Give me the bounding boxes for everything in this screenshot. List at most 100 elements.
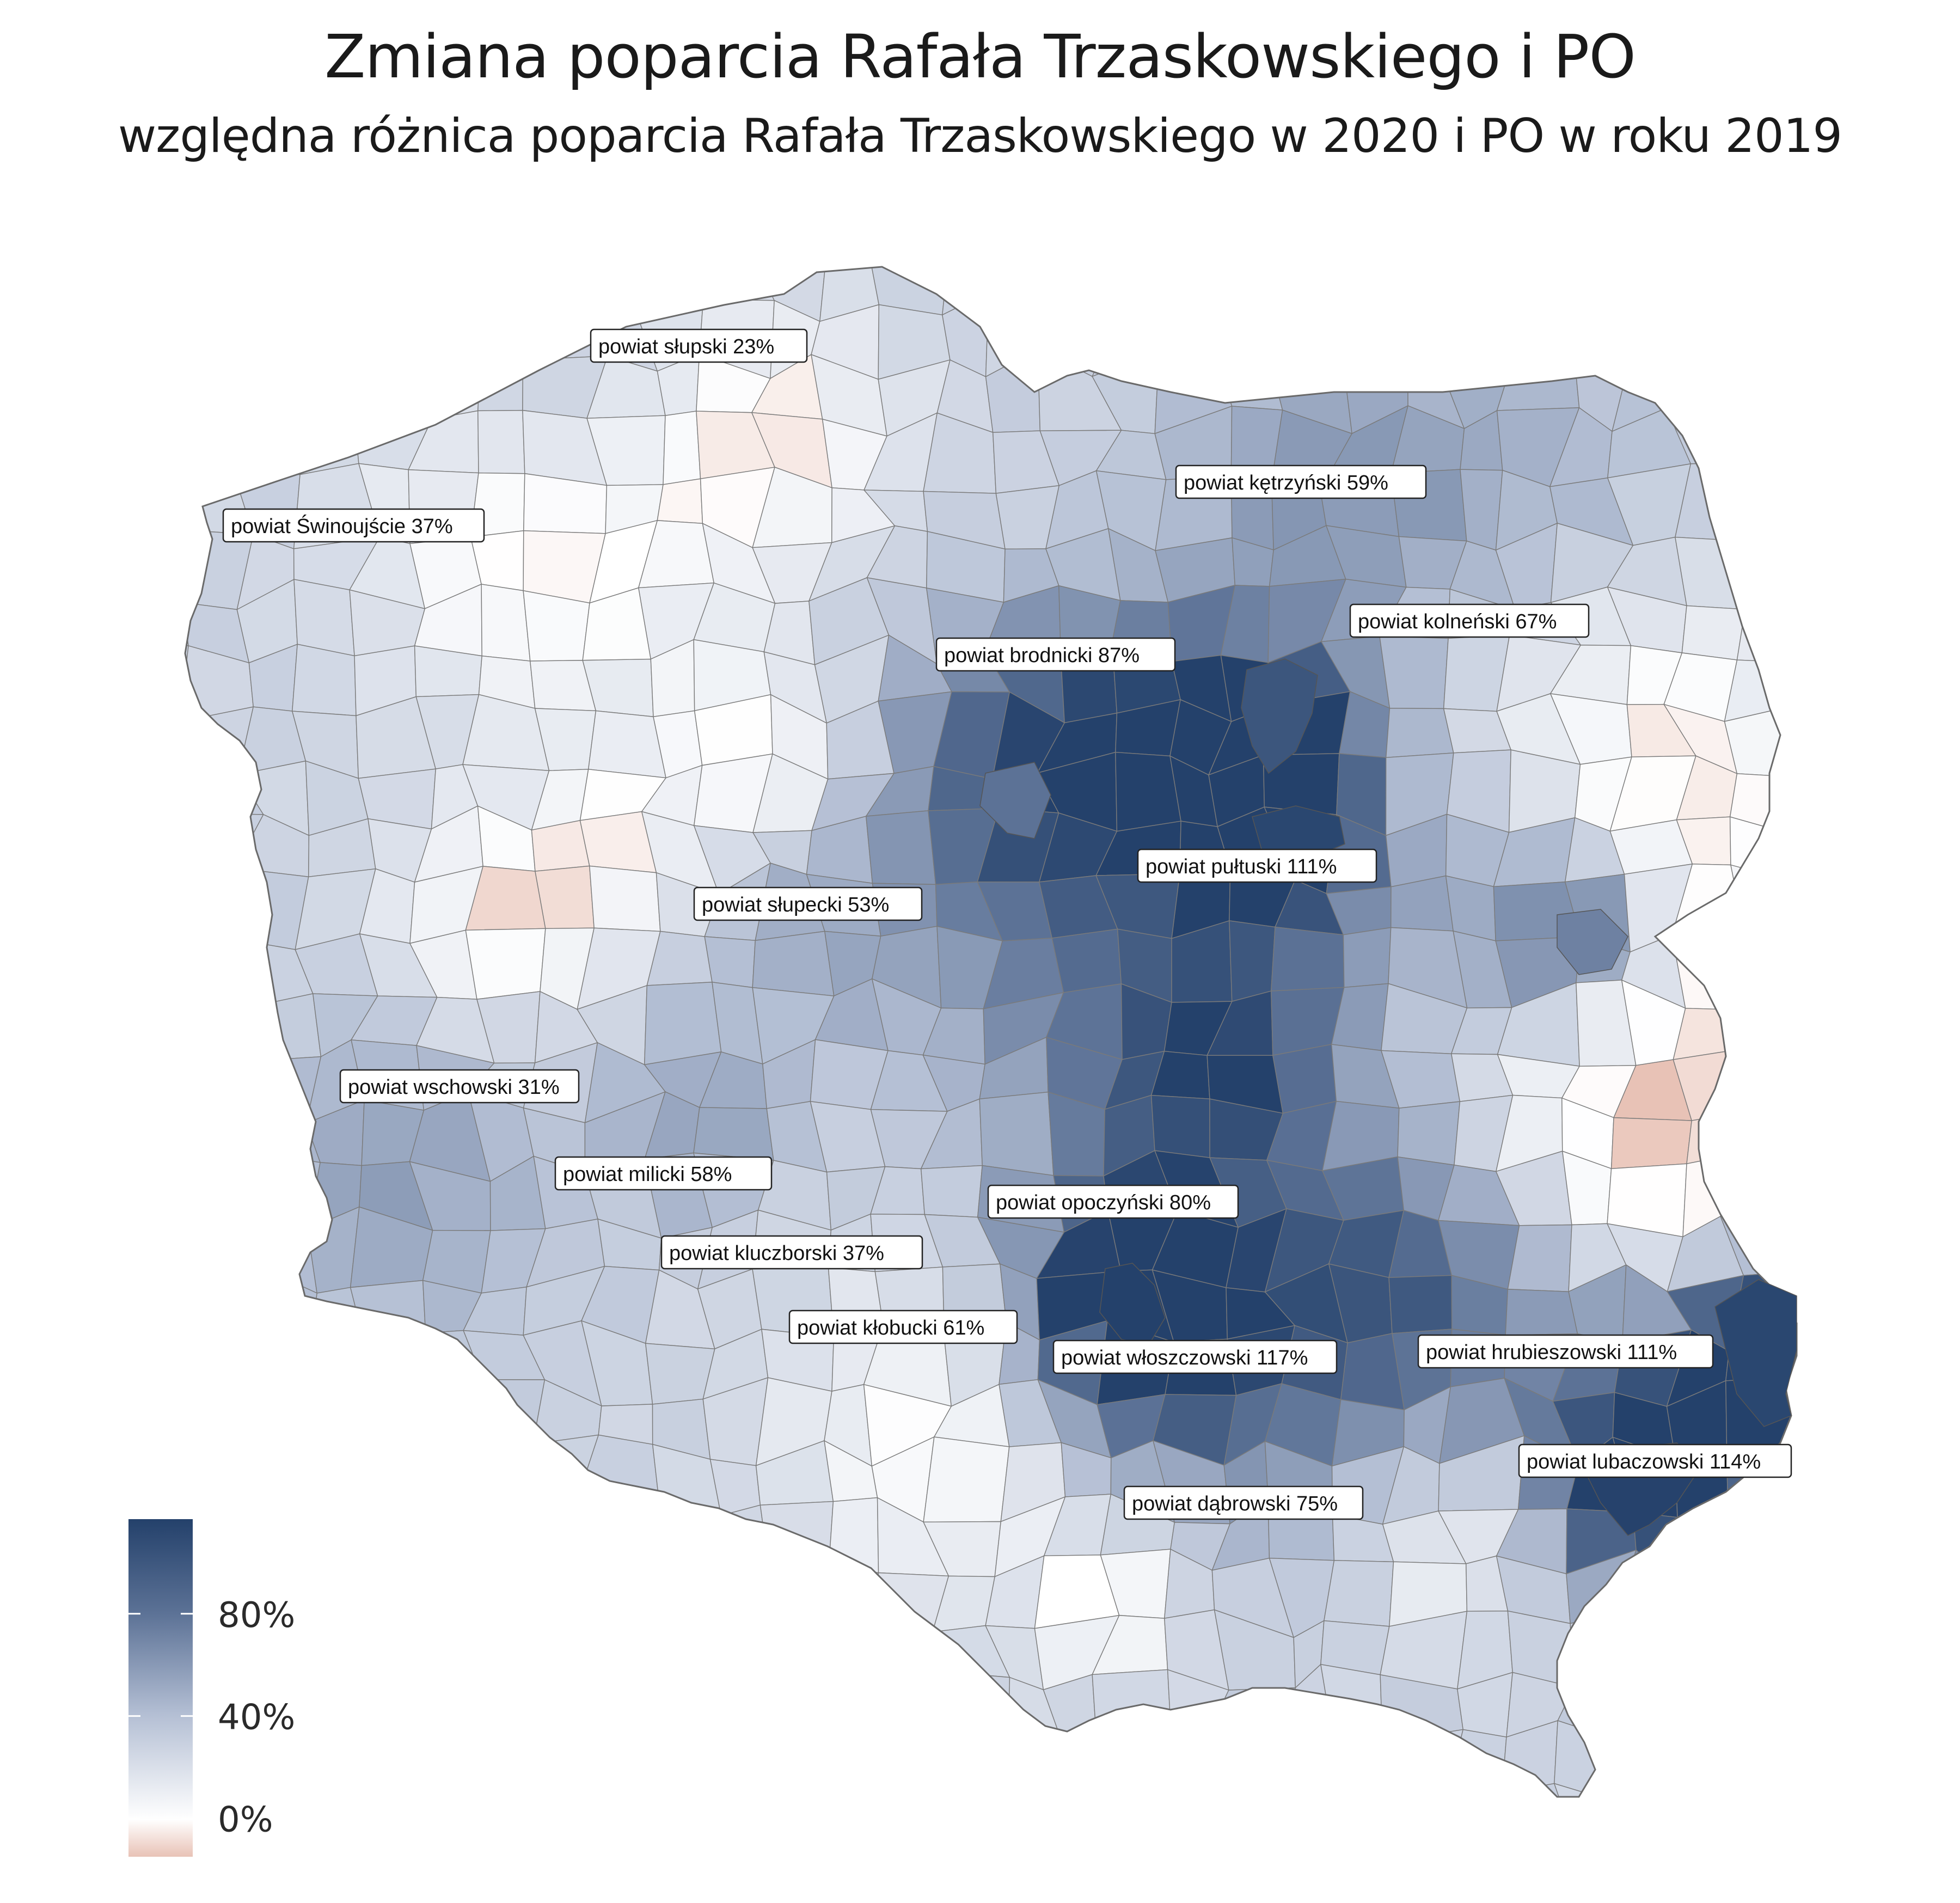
map-title: Zmiana poparcia Rafała Trzaskowskiego i … xyxy=(324,22,1636,91)
county-area xyxy=(755,1610,837,1678)
county-area xyxy=(1666,1733,1748,1797)
county-area xyxy=(1896,1616,1960,1675)
county-area xyxy=(185,1037,242,1106)
county-area xyxy=(1004,1738,1067,1782)
county-area xyxy=(185,1092,240,1171)
county-area xyxy=(472,1443,534,1523)
county-area xyxy=(359,1728,414,1795)
county-area xyxy=(293,579,355,657)
county-area xyxy=(927,1734,1009,1797)
county-area xyxy=(1897,1507,1960,1575)
legend: 80% 40% 0% xyxy=(128,1519,295,1857)
county-area xyxy=(308,1338,378,1405)
county-area xyxy=(1781,1148,1797,1233)
county-area xyxy=(185,941,258,1007)
county-label: powiat kolneński 67% xyxy=(1349,603,1590,638)
county-area xyxy=(1120,267,1155,307)
county-label-box xyxy=(554,1156,773,1191)
county-area xyxy=(1793,639,1797,715)
county-area xyxy=(408,1379,484,1466)
county-area xyxy=(1686,1111,1749,1165)
county-area xyxy=(292,1727,373,1795)
county-area xyxy=(577,1606,658,1690)
county-area xyxy=(1892,659,1960,705)
county-label-text: powiat pułtuski 111% xyxy=(1146,855,1337,878)
county-area xyxy=(199,1149,253,1234)
county-area xyxy=(463,1671,535,1747)
county-label-text: powiat włoszczowski 117% xyxy=(1061,1347,1308,1369)
county-area xyxy=(239,1056,322,1124)
county-area xyxy=(1322,267,1411,317)
county-area xyxy=(1343,927,1392,988)
county-area xyxy=(635,1625,724,1690)
county-area xyxy=(185,706,254,778)
county-area xyxy=(1897,250,1960,321)
county-area xyxy=(1616,1612,1695,1690)
county-area xyxy=(979,1091,1054,1176)
county-label-box xyxy=(1123,1485,1364,1520)
county-label-box xyxy=(1175,464,1427,499)
county-area xyxy=(1618,267,1693,318)
county-area xyxy=(1042,267,1124,317)
county-area xyxy=(477,350,524,412)
county-area xyxy=(312,1561,377,1632)
county-area xyxy=(420,1521,483,1578)
county-area xyxy=(352,1492,431,1578)
county-area xyxy=(305,267,382,316)
county-area xyxy=(1723,423,1797,486)
county-area xyxy=(577,1497,662,1582)
county-area xyxy=(363,1332,426,1383)
county-area xyxy=(236,1149,321,1234)
county-area xyxy=(1320,1663,1383,1747)
county-area xyxy=(1665,1672,1747,1742)
county-area xyxy=(1785,578,1797,663)
county-area xyxy=(1665,351,1734,424)
county-area xyxy=(236,1436,324,1511)
county-area xyxy=(1152,297,1238,373)
county-area xyxy=(1861,1572,1898,1636)
county-area xyxy=(360,1441,431,1523)
county-area xyxy=(520,1724,598,1797)
county-label-box xyxy=(1349,603,1590,638)
county-area xyxy=(1263,1742,1349,1797)
county-area xyxy=(1050,1780,1124,1797)
county-area xyxy=(1894,977,1960,1067)
county-area xyxy=(307,1672,367,1745)
county-area xyxy=(240,303,307,380)
county-area xyxy=(1790,1512,1797,1577)
legend-tick-label: 80% xyxy=(218,1595,295,1636)
county-area xyxy=(1735,1551,1791,1621)
county-area xyxy=(660,1515,722,1578)
county-area xyxy=(1837,1038,1916,1123)
legend-colorbar xyxy=(128,1519,193,1857)
county-area xyxy=(1094,1780,1165,1797)
county-area xyxy=(1736,590,1794,663)
county-area xyxy=(762,1722,834,1787)
county-area xyxy=(1895,811,1960,883)
county-area xyxy=(1914,1779,1960,1851)
county-area xyxy=(1091,297,1160,377)
county-area xyxy=(1382,1729,1464,1796)
county-area xyxy=(191,1216,262,1280)
county-area xyxy=(1781,1106,1797,1159)
county-area xyxy=(350,1280,426,1339)
county-label: powiat brodnicki 87% xyxy=(935,637,1176,672)
county-area xyxy=(1627,307,1693,354)
county-area xyxy=(584,1681,668,1725)
county-label-box xyxy=(1052,1339,1338,1374)
county-area xyxy=(1799,1666,1860,1753)
county-area xyxy=(1388,1794,1455,1797)
county-label-box xyxy=(1518,1443,1792,1478)
county-area xyxy=(185,1216,209,1280)
county-label-box xyxy=(339,1069,580,1104)
county-area xyxy=(185,1391,192,1443)
county-label: powiat Świnoujście 37% xyxy=(222,508,485,543)
county-area xyxy=(1840,750,1900,821)
county-area xyxy=(1894,1668,1960,1750)
county-area xyxy=(1263,1793,1349,1797)
county-area xyxy=(1842,478,1907,536)
county-label-box xyxy=(788,1310,1018,1344)
county-area xyxy=(1840,1159,1899,1233)
county-area xyxy=(489,267,538,323)
